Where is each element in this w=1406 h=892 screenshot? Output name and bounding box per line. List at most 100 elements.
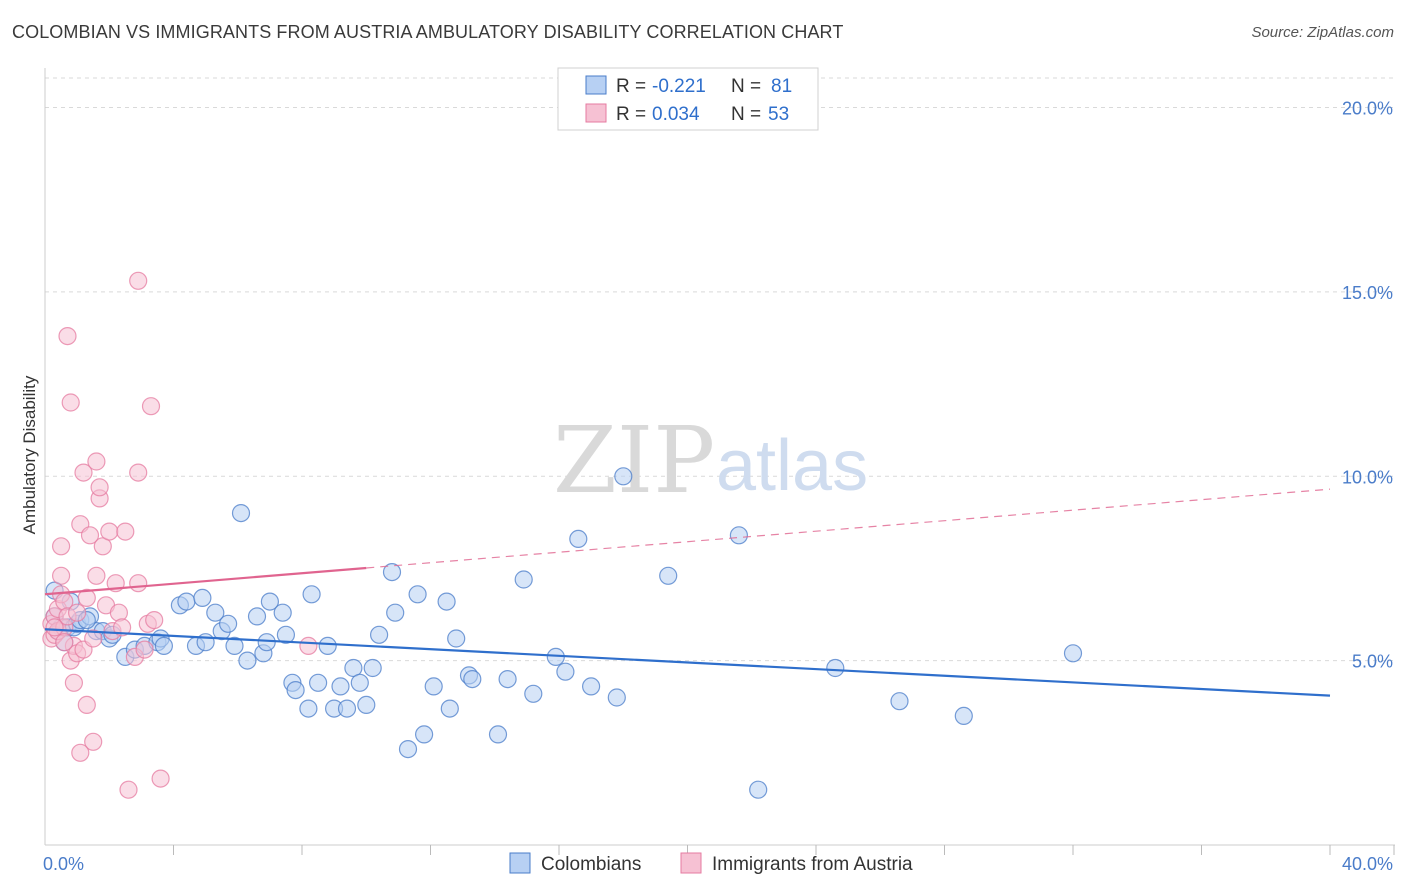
bottom-legend-swatch-colombians bbox=[509, 852, 531, 874]
data-point bbox=[614, 467, 633, 486]
data-point bbox=[45, 618, 64, 637]
data-point bbox=[193, 588, 212, 608]
bottom-legend-swatch-austria bbox=[680, 852, 702, 874]
data-point bbox=[318, 636, 337, 656]
data-point bbox=[77, 588, 96, 608]
data-point bbox=[1063, 644, 1083, 663]
data-point bbox=[386, 603, 405, 622]
data-point bbox=[488, 725, 508, 744]
data-point bbox=[463, 669, 482, 689]
data-point bbox=[302, 585, 321, 604]
data-point bbox=[58, 327, 77, 346]
axes bbox=[44, 68, 1395, 855]
legend-r-label-1: R = bbox=[616, 76, 646, 97]
data-point bbox=[141, 397, 161, 416]
data-point bbox=[71, 743, 90, 762]
data-point bbox=[61, 393, 80, 412]
data-point bbox=[119, 780, 138, 799]
data-point bbox=[260, 592, 279, 611]
data-point bbox=[112, 618, 132, 637]
data-point bbox=[238, 651, 257, 670]
data-point bbox=[219, 614, 238, 633]
data-point bbox=[90, 478, 109, 497]
data-point bbox=[225, 636, 244, 656]
data-point bbox=[408, 585, 427, 604]
chart-source: Source: ZipAtlas.com bbox=[1251, 24, 1394, 41]
data-point bbox=[51, 537, 71, 556]
data-point bbox=[337, 699, 357, 718]
watermark-zip: ZIP bbox=[553, 407, 715, 514]
x-tick-labels: 0.0% 40.0% bbox=[43, 854, 1393, 874]
data-point bbox=[556, 662, 575, 681]
data-point bbox=[309, 673, 328, 692]
data-point bbox=[514, 570, 533, 589]
data-point bbox=[273, 603, 292, 622]
trend-lines bbox=[44, 488, 1331, 697]
series-colombians-points bbox=[45, 467, 1083, 799]
data-point bbox=[87, 452, 106, 471]
data-point bbox=[382, 562, 402, 582]
data-point bbox=[498, 669, 517, 689]
data-point bbox=[64, 673, 84, 692]
data-point bbox=[257, 633, 276, 652]
legend-n-value-2: 53 bbox=[768, 104, 789, 125]
data-point bbox=[826, 658, 845, 678]
data-point bbox=[116, 522, 135, 541]
x-tick-label: 40.0% bbox=[1342, 854, 1393, 874]
data-point bbox=[363, 658, 382, 678]
legend-r-value-2: 0.034 bbox=[652, 104, 700, 125]
data-point bbox=[447, 629, 466, 648]
data-point bbox=[206, 603, 225, 622]
legend-n-value-1: 81 bbox=[771, 76, 792, 97]
legend-swatch-blue bbox=[585, 75, 607, 95]
data-point bbox=[129, 271, 148, 290]
data-point bbox=[67, 603, 87, 622]
series-austria-points bbox=[42, 271, 318, 799]
legend-n-label-2: N = bbox=[731, 104, 761, 125]
bottom-legend-label-austria: Immigrants from Austria bbox=[712, 854, 913, 875]
data-point bbox=[87, 566, 106, 585]
data-point bbox=[74, 463, 93, 482]
data-point bbox=[890, 692, 909, 711]
data-point bbox=[749, 780, 768, 799]
data-point bbox=[77, 695, 96, 715]
data-point bbox=[247, 607, 267, 626]
y-tick-label: 5.0% bbox=[1352, 652, 1393, 672]
data-point bbox=[299, 636, 318, 656]
data-point bbox=[437, 592, 456, 611]
data-point bbox=[145, 610, 164, 630]
data-point bbox=[424, 677, 443, 696]
watermark: ZIP atlas bbox=[553, 407, 868, 514]
watermark-atlas: atlas bbox=[716, 426, 868, 506]
data-point bbox=[370, 625, 389, 644]
data-point bbox=[135, 640, 154, 659]
data-point bbox=[84, 732, 103, 751]
data-point bbox=[109, 603, 129, 622]
data-point bbox=[51, 566, 71, 585]
data-point bbox=[84, 629, 103, 648]
data-point bbox=[440, 699, 459, 718]
y-tick-label: 15.0% bbox=[1342, 283, 1393, 303]
grid-lines bbox=[45, 77, 1395, 662]
trend-line-dashed-1 bbox=[366, 488, 1331, 569]
data-point bbox=[569, 529, 588, 549]
correlation-legend: R = -0.221 N = 81 R = 0.034 N = 53 bbox=[557, 67, 819, 131]
data-point bbox=[415, 725, 434, 744]
chart-title: COLOMBIAN VS IMMIGRANTS FROM AUSTRIA AMB… bbox=[12, 22, 844, 42]
data-point bbox=[357, 695, 376, 715]
y-tick-labels: 5.0% 10.0% 15.0% 20.0% bbox=[1342, 99, 1393, 672]
bottom-legend-label-colombians: Colombians bbox=[541, 854, 641, 875]
data-point bbox=[129, 463, 148, 482]
series-legend: Colombians Immigrants from Austria bbox=[509, 852, 913, 875]
data-point bbox=[55, 633, 74, 652]
legend-swatch-pink bbox=[585, 103, 607, 123]
data-point bbox=[151, 769, 170, 788]
y-axis-label: Ambulatory Disability bbox=[20, 375, 39, 534]
data-point bbox=[398, 739, 418, 759]
data-point bbox=[177, 592, 196, 611]
data-point bbox=[299, 699, 318, 718]
data-point bbox=[286, 680, 305, 700]
trend-line-solid-1 bbox=[44, 566, 367, 596]
data-point bbox=[954, 706, 973, 726]
